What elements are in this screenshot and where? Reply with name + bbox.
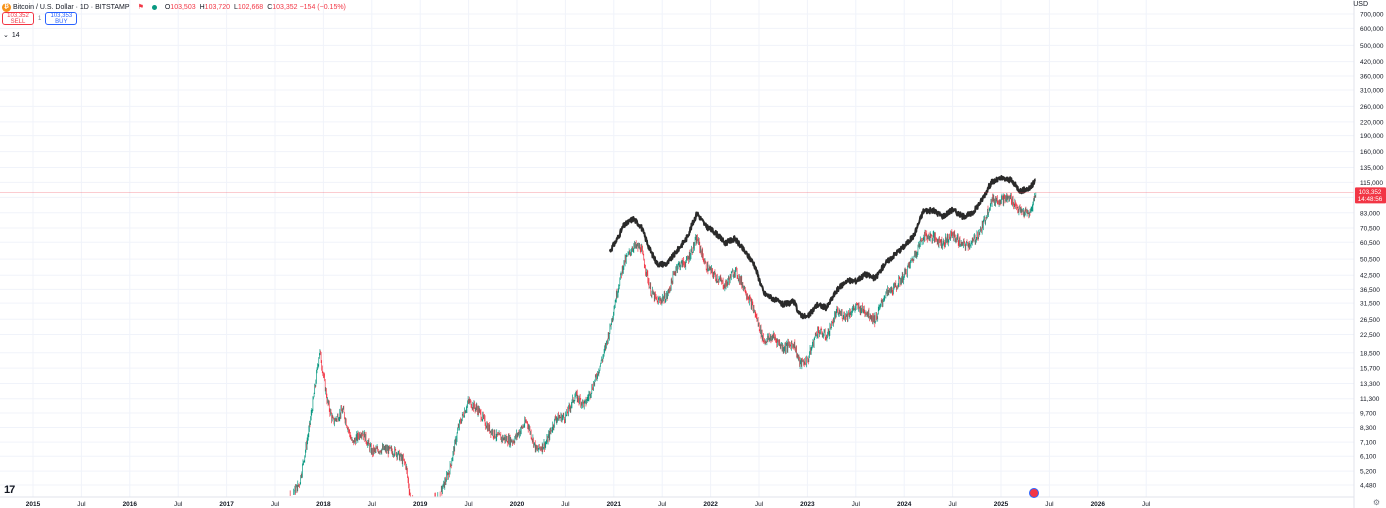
- x-tick-label: 2025: [994, 501, 1009, 508]
- y-tick-label: 8,300: [1360, 425, 1377, 432]
- sell-button[interactable]: 103,352 SELL: [2, 12, 34, 25]
- y-tick-label: 70,500: [1360, 226, 1380, 233]
- y-tick-label: 310,000: [1360, 87, 1384, 94]
- y-tick-label: 260,000: [1360, 104, 1384, 111]
- gear-icon[interactable]: ⚙: [1372, 498, 1380, 507]
- y-tick-label: 15,700: [1360, 366, 1380, 373]
- market-status-icon: [151, 4, 157, 10]
- x-tick-label: Jul: [77, 501, 86, 508]
- x-tick-label: Jul: [271, 501, 280, 508]
- x-tick-label: 2024: [897, 501, 912, 508]
- y-tick-label: 31,500: [1360, 301, 1380, 308]
- y-tick-label: 26,500: [1360, 317, 1380, 324]
- last-price-value: 103,352: [1359, 189, 1382, 196]
- x-tick-label: 2018: [316, 501, 331, 508]
- y-tick-label: 190,000: [1360, 133, 1384, 140]
- y-tick-label: 7,100: [1360, 440, 1377, 447]
- countdown-value: 14:48:56: [1358, 196, 1383, 203]
- x-tick-label: 2026: [1091, 501, 1106, 508]
- x-tick-label: 2016: [123, 501, 138, 508]
- high-key: H: [199, 3, 205, 11]
- y-tick-label: 22,500: [1360, 332, 1380, 339]
- symbol-title[interactable]: Bitcoin / U.S. Dollar · 1D · BITSTAMP: [13, 3, 130, 11]
- y-tick-label: 36,500: [1360, 287, 1380, 294]
- x-tick-label: Jul: [1045, 501, 1054, 508]
- bitcoin-icon: ₿: [2, 2, 11, 12]
- x-tick-label: Jul: [174, 501, 183, 508]
- y-tick-label: 83,000: [1360, 210, 1380, 217]
- symbol-legend[interactable]: ₿ Bitcoin / U.S. Dollar · 1D · BITSTAMP …: [2, 1, 348, 13]
- overlay-series-line: [608, 175, 1037, 320]
- y-tick-label: 6,100: [1360, 454, 1377, 461]
- close-key: C: [267, 3, 273, 11]
- y-tick-label: 135,000: [1360, 165, 1384, 172]
- buy-label: BUY: [55, 18, 68, 25]
- y-tick-label: 42,500: [1360, 273, 1380, 280]
- x-tick-label: Jul: [464, 501, 473, 508]
- low-key: L: [233, 3, 238, 11]
- y-tick-label: 115,000: [1360, 180, 1383, 187]
- x-tick-label: 2021: [607, 501, 622, 508]
- x-tick-label: Jul: [948, 501, 957, 508]
- open-value: 103,503: [170, 3, 196, 11]
- x-tick-label: 2023: [800, 501, 815, 508]
- spread-value: 1: [38, 15, 42, 22]
- y-tick-label: 13,300: [1360, 381, 1380, 388]
- y-tick-label: 600,000: [1360, 26, 1384, 33]
- y-tick-label: 50,500: [1360, 257, 1380, 264]
- y-tick-label: 5,200: [1360, 469, 1377, 476]
- indicator-toggle[interactable]: ⌄ 14: [3, 31, 20, 40]
- chevron-down-icon: ⌄: [3, 32, 9, 39]
- close-value: 103,352: [272, 3, 298, 11]
- buy-button[interactable]: 103,353 BUY: [45, 12, 78, 25]
- y-tick-label: 500,000: [1360, 43, 1384, 50]
- us-flag-event-icon[interactable]: [1029, 488, 1039, 498]
- open-key: O: [164, 3, 171, 11]
- change-value: −154 (−0.15%): [299, 3, 346, 11]
- trade-panel: 103,352 SELL 1 103,353 BUY: [2, 12, 78, 25]
- flag-icon[interactable]: ⚑: [137, 4, 144, 11]
- high-value: 103,720: [204, 3, 230, 11]
- x-tick-label: 2015: [26, 501, 41, 508]
- buy-price: 103,353: [50, 12, 73, 19]
- y-tick-label: 18,500: [1360, 350, 1380, 357]
- y-tick-label: 360,000: [1360, 74, 1384, 81]
- y-tick-label: 11,300: [1360, 396, 1380, 403]
- y-tick-label: 9,700: [1360, 410, 1377, 417]
- tradingview-logo-icon[interactable]: 17: [4, 484, 15, 496]
- x-tick-label: 2017: [219, 501, 234, 508]
- x-tick-label: Jul: [658, 501, 667, 508]
- x-tick-label: 2022: [703, 501, 718, 508]
- y-tick-label: 4,480: [1360, 483, 1377, 490]
- low-value: 102,668: [237, 3, 264, 11]
- indicator-label: 14: [11, 31, 20, 39]
- y-tick-label: 160,000: [1360, 149, 1384, 156]
- x-tick-label: Jul: [561, 501, 570, 508]
- x-tick-label: Jul: [755, 501, 764, 508]
- sell-price: 103,352: [7, 12, 29, 19]
- x-tick-label: Jul: [852, 501, 861, 508]
- currency-label[interactable]: USD: [1353, 1, 1368, 8]
- x-tick-label: Jul: [1142, 501, 1151, 508]
- y-tick-label: 700,000: [1360, 12, 1384, 19]
- y-tick-label: 60,500: [1360, 240, 1380, 247]
- y-tick-label: 420,000: [1360, 59, 1384, 66]
- x-tick-label: 2020: [510, 501, 525, 508]
- x-tick-label: 2019: [413, 501, 428, 508]
- sell-label: SELL: [10, 18, 26, 25]
- x-tick-label: Jul: [368, 501, 377, 508]
- y-tick-label: 220,000: [1360, 119, 1384, 126]
